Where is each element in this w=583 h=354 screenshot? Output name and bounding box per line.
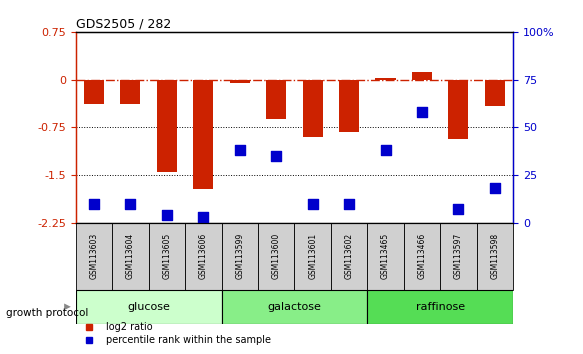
Bar	[403, 223, 440, 290]
Bar	[440, 223, 476, 290]
Text: GSM113600: GSM113600	[272, 233, 280, 279]
Bar	[157, 80, 177, 172]
Bar	[485, 80, 505, 106]
Bar	[76, 223, 112, 290]
Text: GSM113465: GSM113465	[381, 233, 390, 279]
Text: galactose: galactose	[268, 302, 321, 312]
Bar	[185, 223, 222, 290]
Point	[345, 201, 354, 206]
Bar	[84, 80, 104, 104]
Point	[417, 109, 427, 115]
Bar	[375, 78, 395, 80]
Bar	[367, 290, 513, 324]
Bar	[412, 72, 432, 80]
Text: percentile rank within the sample: percentile rank within the sample	[107, 335, 272, 345]
Bar	[339, 80, 359, 132]
Bar	[112, 223, 149, 290]
Bar	[149, 223, 185, 290]
Point	[454, 207, 463, 212]
Point	[126, 201, 135, 206]
Text: GSM113597: GSM113597	[454, 233, 463, 279]
Bar	[121, 80, 141, 104]
Point	[381, 147, 390, 153]
Bar	[222, 223, 258, 290]
Text: log2 ratio: log2 ratio	[107, 322, 153, 332]
Text: GSM113599: GSM113599	[236, 233, 244, 279]
Text: growth protocol: growth protocol	[6, 308, 88, 318]
Text: GSM113601: GSM113601	[308, 233, 317, 279]
Point	[235, 147, 244, 153]
Bar	[476, 223, 513, 290]
Text: glucose: glucose	[127, 302, 170, 312]
Bar	[230, 80, 250, 83]
Text: raffinose: raffinose	[416, 302, 465, 312]
Point	[308, 201, 317, 206]
Text: GSM113606: GSM113606	[199, 233, 208, 279]
Point	[490, 185, 500, 191]
Bar	[303, 80, 322, 137]
Point	[199, 214, 208, 220]
Text: GSM113605: GSM113605	[163, 233, 171, 279]
Bar	[448, 80, 468, 139]
Bar	[76, 290, 222, 324]
Bar	[258, 223, 294, 290]
Text: GSM113466: GSM113466	[417, 233, 426, 279]
Bar	[367, 223, 403, 290]
Text: GDS2505 / 282: GDS2505 / 282	[76, 18, 171, 31]
Text: GSM113602: GSM113602	[345, 233, 353, 279]
Bar	[331, 223, 367, 290]
Text: GSM113598: GSM113598	[490, 233, 499, 279]
Text: GSM113603: GSM113603	[90, 233, 99, 279]
Text: GSM113604: GSM113604	[126, 233, 135, 279]
Point	[272, 153, 281, 159]
Bar	[294, 223, 331, 290]
Bar	[266, 80, 286, 119]
Bar	[194, 80, 213, 189]
Point	[162, 212, 171, 218]
Point	[89, 201, 99, 206]
Bar	[222, 290, 367, 324]
